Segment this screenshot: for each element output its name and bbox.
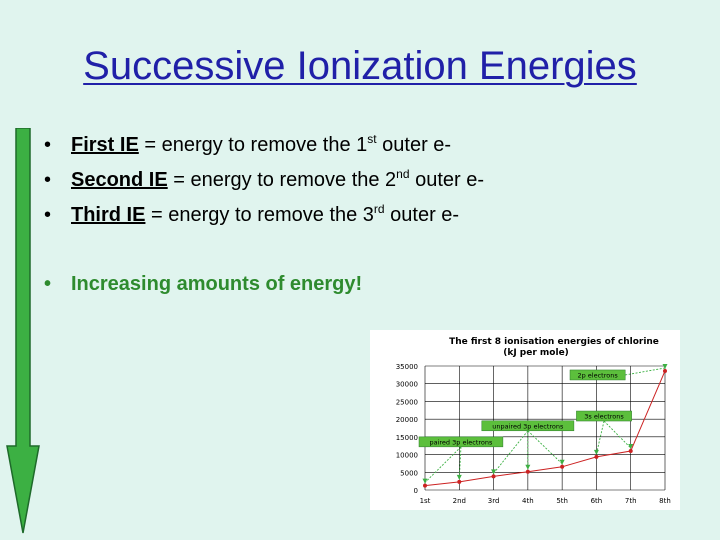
- bullet-text: = energy to remove the 2: [167, 169, 397, 191]
- annotation-arrowhead: [422, 478, 428, 484]
- annotation-arrowhead: [593, 449, 599, 455]
- bullet-dot: •: [44, 204, 52, 226]
- bullet-dot: •: [44, 169, 52, 191]
- annotation-label: 3s electrons: [584, 413, 624, 421]
- x-tick-label: 5th: [556, 497, 568, 505]
- y-tick-label: 15000: [396, 434, 418, 442]
- bullet-tail: outer e-: [376, 134, 452, 156]
- annotation-pointers: [422, 363, 668, 484]
- annotation-pointer-line: [527, 430, 563, 465]
- bullet-text: = energy to remove the 1: [138, 134, 368, 156]
- annotation-label: unpaired 3p electrons: [492, 422, 564, 430]
- annotation-arrowhead: [456, 474, 462, 480]
- x-axis-ticks: 1st 2nd 3rd 4th 5th 6th 7th 8th: [420, 497, 671, 505]
- term-third-ie: Third IE: [71, 204, 146, 226]
- emphasis-text: Increasing amounts of energy!: [71, 273, 363, 295]
- term-first-ie: First IE: [71, 134, 139, 156]
- data-point: [628, 449, 633, 454]
- series-line: [423, 368, 667, 488]
- ordinal-suffix: st: [367, 132, 377, 146]
- data-point: [525, 469, 530, 474]
- annotation-box: [576, 410, 632, 422]
- ionization-energy-chart: The first 8 ionisation energies of chlor…: [370, 330, 680, 510]
- annotation-pointer-line: [424, 446, 462, 483]
- term-second-ie: Second IE: [71, 169, 168, 191]
- bullet-text: = energy to remove the 3: [145, 204, 374, 226]
- y-tick-label: 35000: [396, 363, 418, 371]
- bullet-dot: •: [44, 273, 52, 295]
- annotation-box: [418, 436, 504, 448]
- y-tick-label: 30000: [396, 381, 418, 389]
- bullet-tail: outer e-: [384, 204, 460, 226]
- x-tick-label: 7th: [625, 497, 637, 505]
- emphasis-bullet: • Increasing amounts of energy!: [44, 271, 362, 297]
- bullet-second-ie: • Second IE = energy to remove the 2nd o…: [44, 167, 484, 202]
- x-tick-label: 1st: [420, 497, 431, 505]
- bullet-tail: outer e-: [409, 169, 485, 191]
- annotation-pointer-line: [458, 446, 462, 479]
- slide-title: Successive Ionization Energies: [83, 44, 637, 88]
- annotation-pointer-line: [625, 367, 666, 376]
- x-tick-label: 2nd: [453, 497, 466, 505]
- annotation-pointer-line: [603, 420, 632, 449]
- data-point: [423, 483, 427, 488]
- annotation-arrowhead: [559, 459, 565, 465]
- y-tick-label: 5000: [400, 469, 418, 477]
- data-point: [663, 368, 667, 373]
- down-arrow-icon: [6, 128, 40, 534]
- data-point: [491, 474, 496, 479]
- data-point: [560, 464, 565, 469]
- annotation-arrowhead: [525, 464, 531, 470]
- series-polyline: [424, 370, 666, 487]
- annotation-pointer-line: [595, 420, 605, 454]
- annotation-labels: paired 3p electrons unpaired 3p electrons…: [418, 369, 632, 448]
- data-point: [594, 454, 599, 459]
- x-tick-label: 3rd: [488, 497, 500, 505]
- annotation-arrowhead: [662, 363, 668, 369]
- chart-title: The first 8 ionisation energies of chlor…: [449, 337, 659, 347]
- y-axis-ticks: 0 5000 10000 15000 20000 25000 30000 35000: [396, 363, 418, 495]
- bullet-list: • First IE = energy to remove the 1st ou…: [44, 132, 484, 237]
- x-tick-label: 8th: [659, 497, 671, 505]
- y-tick-label: 10000: [396, 452, 418, 460]
- y-tick-label: 0: [414, 487, 418, 495]
- ordinal-suffix: rd: [373, 202, 385, 216]
- x-tick-label: 6th: [591, 497, 603, 505]
- annotation-label: paired 3p electrons: [429, 438, 493, 446]
- annotation-label: 2p electrons: [577, 371, 618, 379]
- bullet-dot: •: [44, 134, 52, 156]
- y-tick-label: 25000: [396, 398, 418, 406]
- annotation-box: [481, 420, 575, 432]
- y-tick-label: 20000: [396, 416, 418, 424]
- annotation-arrowhead: [628, 444, 634, 450]
- annotation-box: [569, 369, 626, 381]
- x-tick-label: 4th: [522, 497, 534, 505]
- data-point: [457, 479, 462, 484]
- bullet-third-ie: • Third IE = energy to remove the 3rd ou…: [44, 202, 484, 237]
- ordinal-suffix: nd: [396, 167, 410, 181]
- annotation-arrowhead: [491, 469, 497, 475]
- annotation-pointer-line: [493, 430, 529, 474]
- bullet-first-ie: • First IE = energy to remove the 1st ou…: [44, 132, 484, 167]
- chart-subtitle: (kJ per mole): [503, 348, 569, 358]
